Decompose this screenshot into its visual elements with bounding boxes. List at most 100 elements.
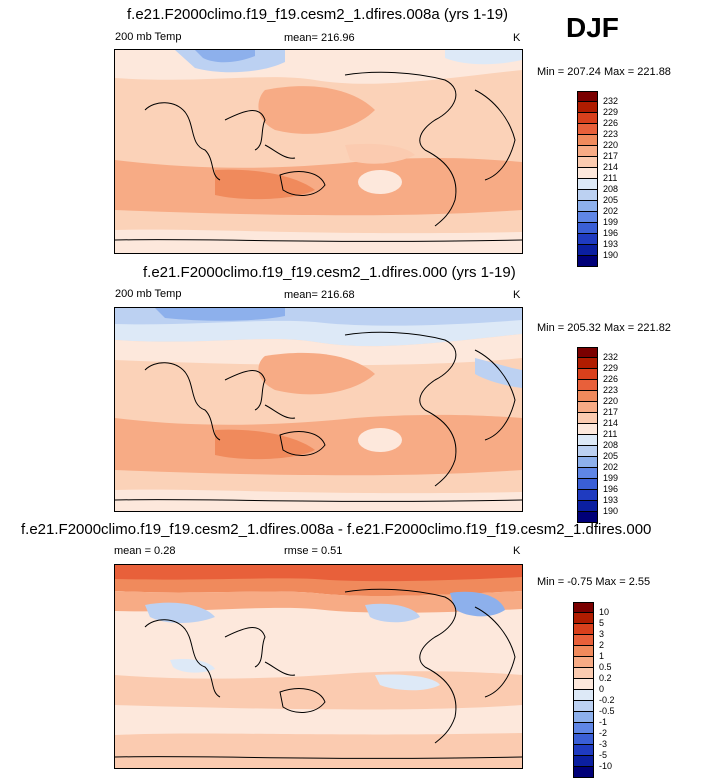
colorbar-tick-label: 211 [603,173,618,183]
colorbar-tick-label: 202 [603,206,619,216]
panel2-mean-label: mean= 216.68 [284,289,355,301]
colorbar-swatch [573,668,594,679]
colorbar-swatch [573,756,594,767]
colorbar-swatch [577,479,598,490]
colorbar-tick-label: 0.5 [599,662,612,672]
colorbar-swatch [573,635,594,646]
colorbar-swatch [577,501,598,512]
colorbar-tick-label: 226 [603,118,619,128]
colorbar-swatch [573,723,594,734]
colorbar-swatch [573,734,594,745]
colorbar-tick-label: 232 [603,96,619,106]
panel1-mean-label: mean= 216.96 [284,32,355,44]
colorbar-tick-label: 217 [603,407,619,417]
panel3-units-label: K [513,545,521,557]
colorbar-tick-label: 208 [603,440,619,450]
colorbar-swatch [577,380,598,391]
colorbar-swatch [577,424,598,435]
colorbar-tick-label: 196 [603,228,619,238]
colorbar-tick-label: 229 [603,107,619,117]
colorbar-swatch [577,234,598,245]
colorbar-tick-label: 232 [603,352,619,362]
colorbar-swatch [577,256,598,267]
colorbar-tick-label: 223 [603,129,619,139]
colorbar-tick-label: 0.2 [599,673,612,683]
colorbar-swatch [573,679,594,690]
colorbar-tick-label: -2 [599,728,608,738]
colorbar-swatch [577,157,598,168]
colorbar-swatch [573,767,594,778]
panel2-title: f.e21.F2000climo.f19_f19.cesm2_1.dfires.… [143,264,516,281]
colorbar-tick-label: 196 [603,484,619,494]
panel1-variable-label: 200 mb Temp [115,31,182,43]
panel2-variable-label: 200 mb Temp [115,288,182,300]
colorbar-tick-label: -3 [599,739,608,749]
colorbar-swatch [577,179,598,190]
colorbar-swatch [577,190,598,201]
panel3-colorbar: 10 5 3 2 1 0.5 0.2 0 -0.2 -0.5 -1 -2 -3 … [573,602,615,778]
colorbar-swatch [573,613,594,624]
panel1-units-label: K [513,32,521,44]
colorbar-tick-label: 0 [599,684,605,694]
colorbar-swatch [577,402,598,413]
colorbar-swatch [577,245,598,256]
panel3-minmax-label: Min = -0.75 Max = 2.55 [537,576,651,588]
colorbar-swatch [577,201,598,212]
season-label: DJF [566,12,619,43]
colorbar-swatch [577,223,598,234]
panel2-minmax-label: Min = 205.32 Max = 221.82 [537,322,671,334]
colorbar-tick-label: 214 [603,418,619,428]
colorbar-tick-label: 2 [599,640,605,650]
panel2-colorbar: 232 229 226 223 220 217 214 211 208 205 … [577,347,618,523]
colorbar-tick-label: 208 [603,184,619,194]
colorbar-swatch [577,468,598,479]
colorbar-swatch [577,146,598,157]
colorbar-tick-label: 1 [599,651,605,661]
panel3-map [114,564,523,769]
colorbar-tick-label: 226 [603,374,619,384]
colorbar-tick-label: -10 [599,761,613,771]
colorbar-tick-label: 220 [603,140,619,150]
panel3-title: f.e21.F2000climo.f19_f19.cesm2_1.dfires.… [21,521,652,538]
colorbar-swatch [577,135,598,146]
colorbar-swatch [577,113,598,124]
panel2-map [114,307,523,512]
panel1-colorbar: 232 229 226 223 220 217 214 211 208 205 … [577,91,618,267]
colorbar-swatch [573,690,594,701]
colorbar-tick-label: 229 [603,363,619,373]
colorbar-tick-label: 220 [603,396,619,406]
colorbar-tick-label: 199 [603,217,619,227]
colorbar-tick-label: -0.2 [599,695,615,705]
colorbar-swatch [573,657,594,668]
panel3-rmse-label: rmse = 0.51 [284,545,343,557]
colorbar-tick-label: 217 [603,151,619,161]
colorbar-swatch [573,701,594,712]
colorbar-tick-label: 202 [603,462,619,472]
colorbar-tick-label: 199 [603,473,619,483]
colorbar-tick-label: -0.5 [599,706,615,716]
colorbar-tick-label: 190 [603,506,619,516]
colorbar-swatch [573,624,594,635]
colorbar-swatch [577,369,598,380]
colorbar-tick-label: 3 [599,629,605,639]
panel1-minmax-label: Min = 207.24 Max = 221.88 [537,66,671,78]
colorbar-swatch [577,391,598,402]
colorbar-swatch [577,446,598,457]
colorbar-swatch [577,124,598,135]
colorbar-swatch [577,212,598,223]
colorbar-swatch [573,646,594,657]
colorbar-swatch [577,490,598,501]
colorbar-tick-label: 223 [603,385,619,395]
colorbar-tick-label: 211 [603,429,618,439]
colorbar-swatch [577,102,598,113]
colorbar-tick-label: 205 [603,451,619,461]
colorbar-tick-label: -1 [599,717,608,727]
colorbar-tick-label: 5 [599,618,605,628]
panel2-units-label: K [513,289,521,301]
panel3-mean-label: mean = 0.28 [114,545,176,557]
panel1-map [114,49,523,254]
colorbar-swatch [577,91,598,102]
colorbar-swatch [573,745,594,756]
colorbar-swatch [573,602,594,613]
colorbar-swatch [577,512,598,523]
